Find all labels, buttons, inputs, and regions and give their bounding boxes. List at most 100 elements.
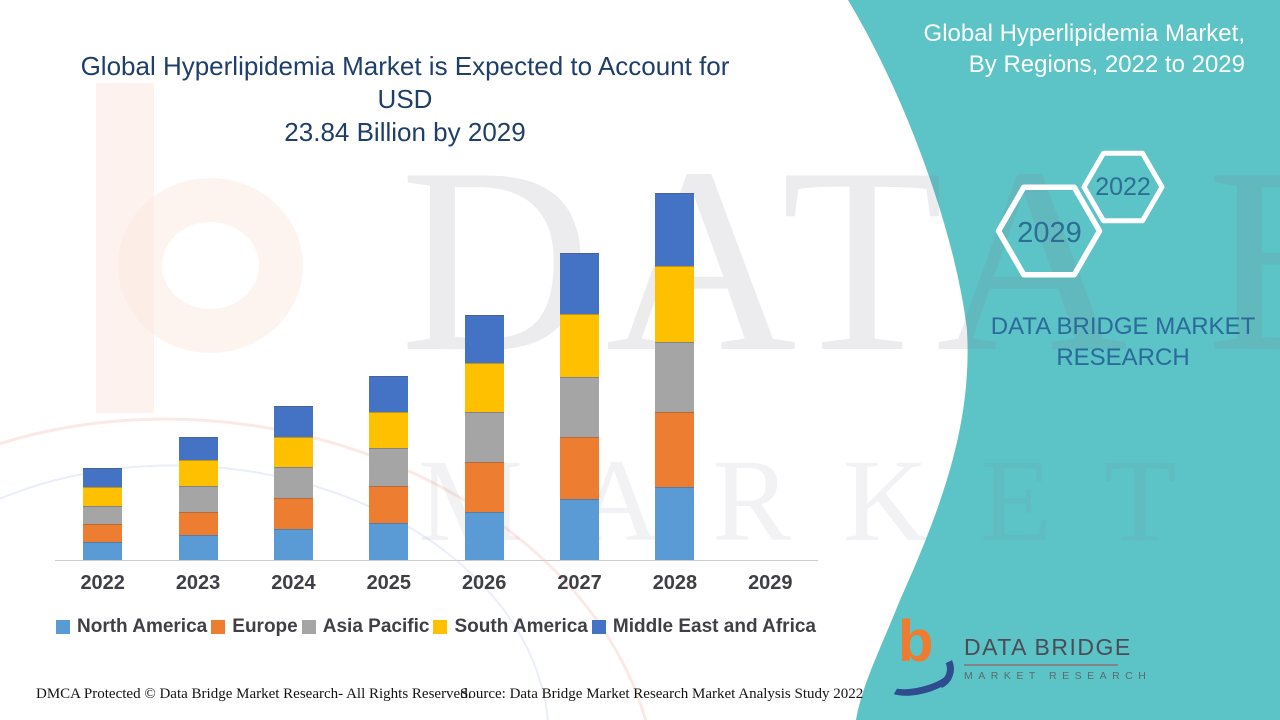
stacked-bar-2027: [560, 253, 600, 560]
brand-name-line1: DATA BRIDGE MARKET: [990, 313, 1256, 340]
bar-segment-2024-europe: [273, 498, 313, 529]
x-axis-label-2026: 2026: [461, 572, 507, 594]
bar-segment-2026-south-america: [464, 363, 504, 412]
teal-shape-path: [848, 0, 1280, 720]
bar-segment-2028-middle-east-and-africa: [655, 193, 695, 266]
logo-divider: [964, 664, 1118, 666]
bar-slot-2023: [150, 178, 245, 560]
bar-slot-2024: [246, 178, 341, 560]
legend-label: Europe: [232, 616, 298, 637]
bar-segment-2022-asia-pacific: [83, 506, 123, 524]
bar-segment-2022-europe: [83, 524, 123, 542]
bar-segment-2025-north-america: [369, 523, 409, 560]
x-axis-label-2029: 2029: [748, 572, 793, 594]
bar-segment-2028-europe: [655, 412, 695, 487]
x-axis-label-2028: 2028: [652, 572, 698, 594]
logo-title: DATA BRIDGE: [964, 634, 1132, 660]
stacked-bar-2028: [655, 193, 695, 560]
bar-segment-2023-south-america: [178, 460, 218, 486]
legend-item-middle-east-and-africa: Middle East and Africa: [591, 616, 816, 638]
legend-item-north-america: North America: [56, 616, 207, 638]
stacked-bar-chart: [55, 178, 818, 560]
legend-label: Asia Pacific: [322, 616, 430, 637]
legend-item-europe: Europe: [211, 616, 298, 638]
bar-slot-2022: [55, 178, 150, 560]
bar-segment-2025-asia-pacific: [369, 448, 409, 486]
bar-segment-2026-north-america: [464, 512, 504, 560]
bar-segment-2024-asia-pacific: [273, 467, 313, 498]
stacked-bar-2025: [369, 376, 409, 560]
watermark-databridge-text: DATA BRIDGE: [400, 114, 1280, 407]
region-header-line1: Global Hyperlipidemia Market,: [923, 20, 1245, 47]
x-axis-label-2027: 2027: [557, 572, 602, 594]
x-axis-label-2024: 2024: [271, 572, 316, 594]
footer-source: Source: Data Bridge Market Research Mark…: [460, 686, 864, 702]
bar-segment-2025-europe: [369, 486, 409, 523]
logo-b-glyph: b: [898, 609, 934, 674]
footer-copyright: DMCA Protected © Data Bridge Market Rese…: [36, 686, 472, 702]
bar-segment-2028-south-america: [655, 266, 695, 342]
bar-segment-2022-middle-east-and-africa: [83, 468, 123, 487]
stacked-bar-2024: [273, 406, 313, 560]
bar-segment-2026-europe: [464, 462, 504, 512]
bar-segment-2024-north-america: [273, 529, 313, 560]
bar-segment-2024-middle-east-and-africa: [273, 406, 313, 437]
bar-segment-2027-europe: [560, 437, 600, 499]
legend-item-south-america: South America: [433, 616, 588, 638]
bar-segment-2022-north-america: [83, 542, 123, 560]
hexagon-large-label: 2029: [1017, 217, 1082, 249]
stacked-bar-2022: [83, 468, 123, 560]
legend-swatch-icon: [211, 620, 226, 634]
logo-text-block: DATA BRIDGE MARKET RESEARCH: [956, 626, 1151, 712]
bar-segment-2023-europe: [178, 512, 218, 535]
databridge-logo: b DATA BRIDGE MARKET RESEARCH: [881, 610, 1146, 712]
stacked-bar-2026: [464, 315, 504, 560]
legend-item-asia-pacific: Asia Pacific: [301, 616, 430, 638]
brand-name: DATA BRIDGE MARKET RESEARCH: [985, 311, 1261, 373]
region-header: Global Hyperlipidemia Market, By Regions…: [860, 18, 1245, 80]
legend-swatch-icon: [301, 620, 316, 634]
x-axis-line: [55, 560, 818, 561]
brand-name-line2: RESEARCH: [1056, 344, 1190, 371]
hexagon-large-outline: [995, 184, 1103, 278]
databridge-logo-icon: b: [881, 610, 960, 706]
legend-label: North America: [77, 616, 208, 637]
bar-segment-2027-asia-pacific: [560, 377, 600, 437]
x-axis-labels-row: 2022 2023 2024 2025 2026 2027 2028 2029: [55, 572, 818, 595]
bar-segment-2026-middle-east-and-africa: [464, 315, 504, 363]
hexagon-small-outline: [1081, 150, 1165, 224]
logo-subtitle: MARKET RESEARCH: [964, 670, 1152, 682]
bar-segment-2027-north-america: [560, 499, 600, 560]
bar-slot-2025: [341, 178, 436, 560]
bar-slot-2027: [532, 178, 627, 560]
x-axis-label-2025: 2025: [366, 572, 412, 594]
hexagon-small-label: 2022: [1095, 173, 1151, 201]
bar-slot-2028: [627, 178, 722, 560]
bar-segment-2024-south-america: [273, 437, 313, 467]
bar-slot-2029: [723, 178, 818, 560]
bar-slot-2026: [437, 178, 532, 560]
bar-segment-2022-south-america: [83, 487, 123, 506]
bar-segment-2025-middle-east-and-africa: [369, 376, 409, 412]
bar-segment-2028-asia-pacific: [655, 342, 695, 412]
page-title: Global Hyperlipidemia Market is Expected…: [55, 50, 755, 149]
legend-label: South America: [454, 616, 588, 637]
legend-label: Middle East and Africa: [612, 616, 816, 637]
bar-segment-2023-middle-east-and-africa: [178, 437, 218, 460]
x-axis-label-2022: 2022: [80, 572, 125, 594]
stacked-bar-2023: [178, 437, 218, 560]
bar-segment-2023-asia-pacific: [178, 486, 218, 512]
page-title-line2: 23.84 Billion by 2029: [284, 117, 526, 147]
bar-segment-2027-middle-east-and-africa: [560, 253, 600, 314]
bar-segment-2026-asia-pacific: [464, 412, 504, 462]
legend-swatch-icon: [591, 620, 606, 634]
chart-legend: North America Europe Asia Pacific South Ame…: [56, 616, 816, 638]
legend-swatch-icon: [433, 620, 448, 634]
hexagons-icon: [995, 150, 1165, 278]
bar-segment-2027-south-america: [560, 314, 600, 377]
bars-row: [55, 178, 818, 560]
x-axis-label-2023: 2023: [175, 572, 221, 594]
bar-segment-2025-south-america: [369, 412, 409, 448]
